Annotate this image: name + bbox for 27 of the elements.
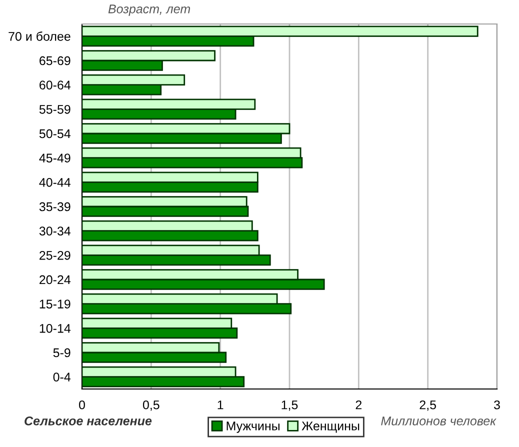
y-axis-title: Возраст, лет xyxy=(108,4,190,16)
y-tick-label: 0-4 xyxy=(53,372,71,382)
y-tick-label: 55-59 xyxy=(39,104,70,114)
x-tick-label: 3 xyxy=(494,400,500,410)
legend-label: Мужчины xyxy=(226,422,280,433)
y-tick-label: 60-64 xyxy=(40,80,71,90)
legend-label: Женщины xyxy=(302,422,360,433)
y-tick-label: 30-34 xyxy=(39,226,71,236)
y-tick-label: 35-39 xyxy=(39,202,70,212)
x-tick-label: 0 xyxy=(79,400,85,410)
y-tick-label: 65-69 xyxy=(40,56,70,66)
x-tick-label: 1 xyxy=(218,400,224,410)
y-tick-label: 20-24 xyxy=(40,275,71,284)
x-tick-label: 2,5 xyxy=(420,400,436,411)
y-tick-label: 40-44 xyxy=(39,178,71,187)
x-tick-label: 2 xyxy=(356,400,362,410)
y-tick-label: 45-49 xyxy=(39,154,70,162)
y-tick-label: 15-19 xyxy=(40,300,70,308)
x-tick-label: 0,5 xyxy=(142,400,160,411)
y-tick-label: 10-14 xyxy=(40,324,71,333)
y-tick-label: 5-9 xyxy=(53,348,70,358)
y-tick-label: 70 и более xyxy=(8,32,70,41)
y-tick-label: 25-29 xyxy=(40,250,70,260)
x-tick-label: 1,5 xyxy=(282,400,298,411)
x-axis-title: Миллионов человек xyxy=(381,416,496,426)
y-tick-label: 50-54 xyxy=(39,129,71,138)
text: Сельское население xyxy=(24,416,152,426)
